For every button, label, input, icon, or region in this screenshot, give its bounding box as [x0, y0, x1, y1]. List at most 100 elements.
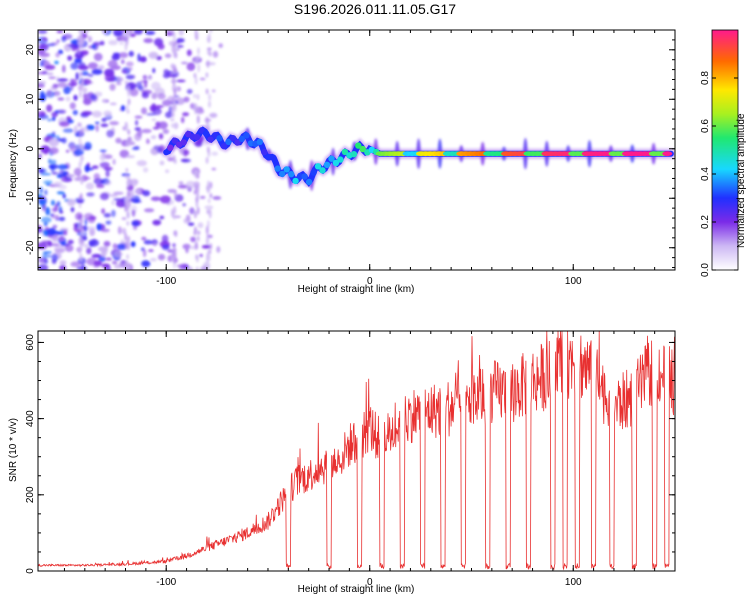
noise-streak: [206, 146, 210, 153]
noise-blob: [131, 147, 140, 151]
noise-streak: [79, 218, 83, 228]
noise-blob: [73, 223, 79, 228]
noise-streak: [205, 156, 209, 164]
ridge-segment: [355, 142, 362, 149]
noise-streak: [79, 243, 83, 252]
noise-blob: [189, 207, 195, 215]
noise-blob: [103, 213, 111, 218]
noise-blob: [76, 57, 83, 64]
noise-blob: [38, 30, 48, 34]
noise-blob: [48, 158, 52, 164]
noise-blob: [218, 43, 223, 48]
noise-streak: [196, 107, 200, 114]
noise-blob: [131, 220, 140, 227]
noise-streak: [79, 144, 83, 149]
noise-blob: [134, 179, 139, 184]
noise-streak: [127, 129, 131, 135]
noise-blob: [168, 105, 173, 114]
noise-blob: [108, 40, 118, 46]
noise-blob: [116, 82, 122, 86]
noise-blob: [56, 191, 65, 195]
noise-streak: [205, 72, 209, 78]
top-y-tick-label: 10: [25, 93, 36, 105]
noise-blob: [121, 217, 127, 221]
noise-blob: [178, 181, 184, 185]
noise-streak: [205, 61, 209, 66]
noise-blob: [103, 110, 112, 117]
noise-blob: [122, 30, 133, 35]
noise-blob: [56, 30, 64, 34]
noise-blob: [88, 239, 100, 247]
noise-blob: [167, 157, 175, 162]
noise-blob: [174, 194, 184, 202]
noise-blob: [84, 142, 92, 150]
noise-blob: [95, 121, 100, 125]
noise-streak: [124, 205, 128, 212]
noise-blob: [109, 121, 119, 126]
noise-blob: [165, 169, 170, 173]
noise-blob: [209, 112, 218, 118]
noise-streak: [195, 254, 199, 260]
noise-blob: [76, 199, 84, 203]
noise-blob: [57, 78, 69, 82]
noise-blob: [178, 184, 189, 189]
noise-blob: [51, 111, 58, 118]
noise-blob: [149, 257, 157, 262]
noise-blob: [83, 97, 92, 106]
noise-streak: [79, 71, 83, 78]
noise-blob: [38, 228, 43, 234]
ridge-segment: [359, 145, 366, 153]
noise-blob: [143, 208, 155, 213]
noise-blob: [63, 229, 68, 236]
noise-blob: [46, 104, 53, 113]
bottom-x-tick-label: 0: [367, 577, 373, 588]
bottom-x-tick-label: 100: [565, 577, 582, 588]
noise-blob: [86, 247, 92, 255]
noise-blob: [153, 242, 157, 247]
noise-blob: [162, 244, 170, 251]
noise-blob: [103, 240, 111, 247]
noise-blob: [186, 89, 193, 94]
noise-blob: [48, 76, 57, 80]
noise-blob: [61, 137, 67, 144]
noise-streak: [197, 63, 201, 73]
noise-blob: [120, 105, 126, 112]
noise-blob: [93, 265, 100, 268]
noise-blob: [109, 194, 118, 198]
noise-blob: [128, 50, 134, 57]
noise-blob: [176, 264, 187, 268]
ridge-segment: [193, 133, 201, 141]
noise-blob: [51, 171, 58, 175]
noise-blob: [99, 153, 106, 162]
noise-blob: [52, 224, 58, 229]
noise-blob: [141, 128, 152, 134]
bottom-y-tick-label: 0: [25, 568, 36, 574]
noise-blob: [59, 210, 64, 214]
noise-blob: [183, 96, 190, 103]
noise-blob: [54, 214, 60, 220]
noise-blob: [56, 201, 61, 207]
bottom-y-tick-label: 400: [25, 410, 36, 427]
noise-streak: [194, 241, 198, 250]
noise-blob: [142, 74, 148, 80]
noise-streak: [196, 235, 200, 242]
noise-blob: [152, 126, 160, 130]
noise-blob: [159, 215, 165, 220]
colorbar: 0.0 0.2 0.4 0.6 0.8: [700, 29, 739, 277]
noise-blob: [158, 133, 164, 140]
noise-blob: [141, 236, 147, 241]
colorbar-label: Normalized spectral amplitude: [736, 113, 747, 248]
noise-blob: [125, 61, 134, 67]
bottom-x-axis-label: Height of straight line (km): [297, 584, 415, 595]
noise-blob: [83, 235, 87, 241]
noise-blob: [173, 122, 179, 130]
ridge-segment: [229, 135, 237, 142]
noise-blob: [59, 260, 67, 266]
ridge-segment: [337, 156, 344, 163]
noise-blob: [57, 164, 69, 170]
noise-blob: [42, 203, 46, 212]
noise-blob: [91, 68, 103, 75]
noise-streak: [126, 211, 130, 219]
noise-blob: [121, 70, 127, 73]
noise-streak: [80, 45, 84, 50]
